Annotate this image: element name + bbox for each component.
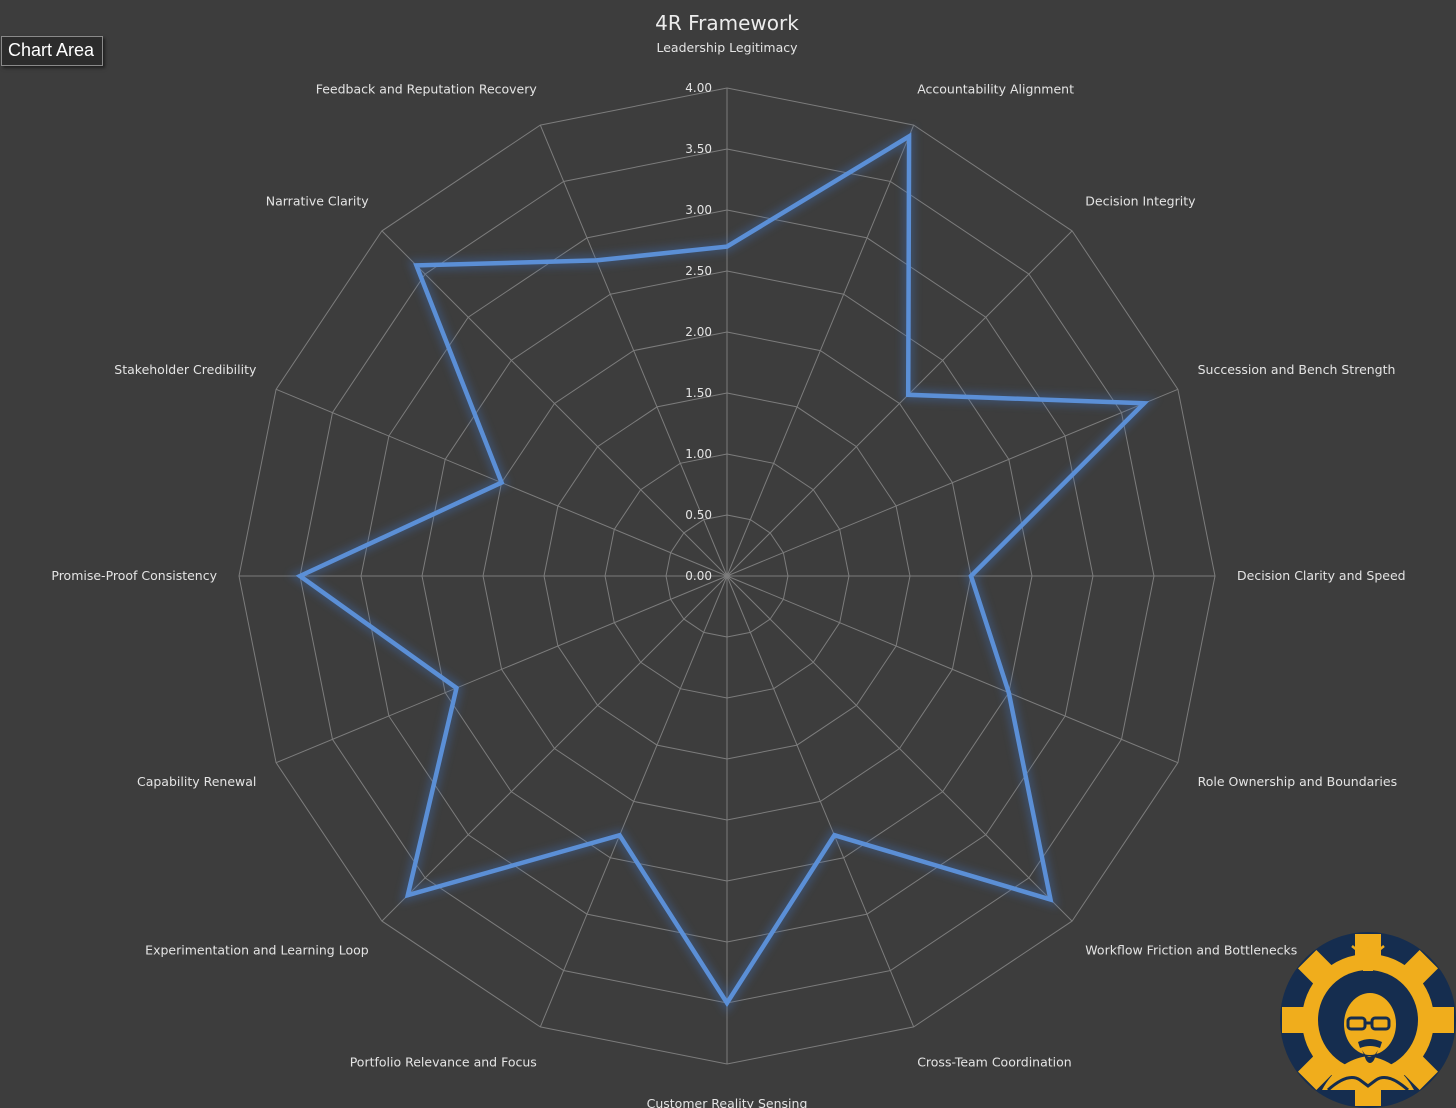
data-point[interactable] bbox=[594, 258, 599, 263]
category-label: Decision Integrity bbox=[1085, 194, 1196, 209]
spoke-line bbox=[726, 575, 915, 1028]
tick-label: 0.50 bbox=[685, 508, 712, 522]
spoke-line bbox=[539, 124, 728, 577]
data-point[interactable] bbox=[405, 893, 410, 898]
category-label: Experimentation and Learning Loop bbox=[145, 942, 369, 957]
spoke-line bbox=[381, 230, 728, 577]
category-label: Succession and Bench Strength bbox=[1198, 362, 1396, 377]
bald-man-glasses-icon bbox=[1322, 993, 1414, 1092]
category-label: Promise-Proof Consistency bbox=[51, 568, 217, 583]
data-point[interactable] bbox=[725, 1001, 729, 1005]
data-point[interactable] bbox=[414, 263, 419, 268]
data-point[interactable] bbox=[832, 833, 837, 838]
category-label: Stakeholder Credibility bbox=[114, 362, 257, 377]
category-label: Leadership Legitimacy bbox=[657, 40, 799, 55]
data-point[interactable] bbox=[906, 392, 911, 397]
data-point[interactable] bbox=[617, 833, 622, 838]
category-label: Capability Renewal bbox=[137, 774, 256, 789]
data-point[interactable] bbox=[1006, 690, 1011, 695]
series-layer[interactable] bbox=[288, 125, 1159, 1015]
spoke-line bbox=[726, 575, 1073, 922]
tick-label: 2.50 bbox=[685, 264, 712, 278]
data-point[interactable] bbox=[499, 480, 504, 485]
spoke-line bbox=[726, 230, 1073, 577]
chart-area-tooltip: Chart Area bbox=[1, 36, 104, 66]
tick-label: 1.50 bbox=[685, 386, 712, 400]
data-point[interactable] bbox=[454, 686, 459, 690]
data-point[interactable] bbox=[1142, 401, 1146, 406]
category-label: Workflow Friction and Bottlenecks bbox=[1085, 942, 1297, 957]
spoke-line bbox=[539, 575, 728, 1028]
gear-tooth bbox=[1428, 1007, 1454, 1033]
tick-label: 2.00 bbox=[685, 325, 712, 339]
spoke-line bbox=[726, 124, 915, 577]
category-label: Narrative Clarity bbox=[266, 194, 370, 209]
spoke-line bbox=[381, 575, 728, 922]
category-label: Decision Clarity and Speed bbox=[1237, 568, 1406, 583]
tick-label: 1.00 bbox=[685, 447, 712, 461]
category-label: Accountability Alignment bbox=[917, 81, 1074, 96]
category-label: Cross-Team Coordination bbox=[917, 1055, 1072, 1070]
tick-layer: 0.00 0.50 1.00 1.50 2.00 2.50 3.00 3.50 4.00 bbox=[685, 81, 712, 583]
chart-title: 4R Framework bbox=[655, 11, 799, 35]
category-label: Portfolio Relevance and Focus bbox=[350, 1055, 537, 1070]
tick-label: 3.50 bbox=[685, 142, 712, 156]
data-point[interactable] bbox=[298, 574, 302, 578]
spoke-line bbox=[275, 575, 728, 764]
spoke-line bbox=[726, 575, 1179, 764]
grid-layer bbox=[238, 87, 1216, 1065]
tick-label: 4.00 bbox=[685, 81, 712, 95]
category-label-layer: Leadership Legitimacy Accountability Alig… bbox=[51, 40, 1405, 1108]
tick-label: 0.00 bbox=[685, 569, 712, 583]
lightbulb-icon bbox=[1350, 938, 1386, 971]
gear-tooth bbox=[1282, 1007, 1308, 1033]
spoke-line bbox=[726, 388, 1179, 577]
category-label: Role Ownership and Boundaries bbox=[1198, 774, 1398, 789]
data-point[interactable] bbox=[969, 574, 973, 578]
data-point[interactable] bbox=[907, 134, 912, 139]
gear-lightbulb-logo-icon bbox=[1280, 932, 1456, 1108]
data-point[interactable] bbox=[725, 244, 729, 249]
data-point[interactable] bbox=[1048, 897, 1053, 902]
category-label: Customer Reality Sensing bbox=[647, 1096, 808, 1108]
tick-label: 3.00 bbox=[685, 203, 712, 217]
category-label: Feedback and Reputation Recovery bbox=[316, 81, 538, 96]
